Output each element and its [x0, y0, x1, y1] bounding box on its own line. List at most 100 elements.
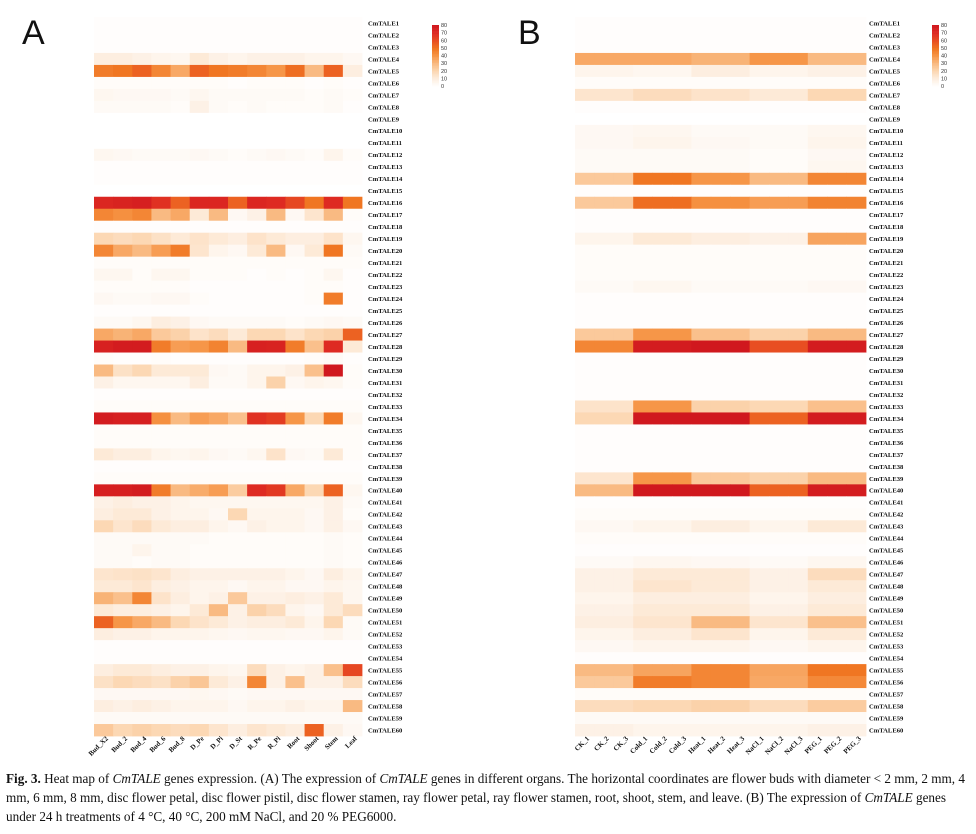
panel-b-heatmap-cell	[594, 484, 615, 497]
panel-b-heatmap-cell	[730, 448, 750, 461]
panel-b-heatmap-cell	[613, 28, 634, 42]
panel-b-heatmap-cell	[652, 556, 673, 569]
panel-b-heatmap-cell	[788, 472, 809, 485]
panel-b-heatmap-cell	[827, 568, 847, 581]
panel-b-heatmap-cell	[594, 304, 615, 317]
panel-a-heatmap-cell	[323, 424, 344, 437]
panel-b-heatmap-cell	[652, 136, 673, 150]
panel-a-heatmap-cell	[170, 712, 191, 725]
panel-a-colorbar-segment	[432, 79, 439, 82]
panel-b-heatmap-cell	[672, 508, 692, 521]
panel-b-heatmap-cell	[633, 508, 653, 521]
panel-b-gene-label: CmTALE1	[869, 20, 900, 27]
panel-b-heatmap-cell	[730, 160, 750, 174]
panel-b-heatmap-cell	[807, 316, 828, 329]
panel-a-heatmap-cell	[228, 388, 248, 401]
panel-b-gene-label: CmTALE2	[869, 32, 901, 39]
panel-b-heatmap-cell	[749, 568, 770, 581]
panel-a-heatmap-cell	[94, 568, 114, 581]
panel-a-heatmap-cell	[342, 568, 363, 581]
panel-b-heatmap-cell	[710, 508, 731, 521]
panel-b-heatmap-cell	[846, 244, 867, 258]
panel-a-heatmap-cell	[113, 52, 133, 66]
panel-a-heatmap-cell	[208, 568, 229, 581]
panel-a-heatmap-cell	[132, 52, 152, 66]
panel-a-heatmap-cell	[132, 304, 152, 317]
panel-a-heatmap-cell	[323, 592, 344, 605]
panel-a-heatmap-cell	[189, 592, 210, 605]
panel-b-heatmap-cell	[769, 196, 789, 210]
panel-a-heatmap-cell	[247, 88, 267, 102]
panel-a-heatmap-cell	[342, 52, 363, 66]
panel-a-heatmap-cell	[189, 76, 210, 90]
panel-b-heatmap-cell	[749, 220, 770, 234]
panel-b-heatmap-cell	[788, 412, 809, 425]
panel-a-heatmap-cell	[285, 220, 305, 234]
panel-b-heatmap-cell	[846, 472, 867, 485]
panel-b-heatmap-cell	[652, 436, 673, 449]
panel-a-heatmap-cell	[342, 628, 363, 641]
panel-a-heatmap-cell	[113, 544, 133, 557]
panel-a-heatmap-cell	[151, 640, 171, 653]
panel-a-column-label: D_St	[228, 734, 245, 751]
panel-b-heatmap-cell	[788, 460, 809, 473]
panel-a-heatmap-cell	[132, 88, 152, 102]
panel-a-gene-label: CmTALE15	[368, 188, 403, 195]
panel-a-gene-label: CmTALE21	[368, 260, 402, 267]
panel-b-heatmap-cell	[788, 76, 809, 90]
panel-a-heatmap-cell	[208, 100, 229, 114]
panel-a-heatmap-cell	[113, 268, 133, 282]
panel-a-heatmap-cell	[170, 496, 191, 509]
panel-b-heatmap-cell	[575, 148, 595, 162]
panel-a-heatmap-cell	[285, 628, 305, 641]
panel-b-heatmap-cell	[672, 304, 692, 317]
panel-a-heatmap-cell	[94, 424, 114, 437]
panel-a-heatmap-cell	[228, 316, 248, 329]
panel-a-heatmap-cell	[342, 544, 363, 557]
panel-a-heatmap-cell	[208, 148, 229, 162]
panel-b-colorbar-segment	[932, 57, 939, 59]
panel-a-heatmap-cell	[170, 112, 191, 126]
caption-figure-number: Fig. 3.	[6, 771, 41, 786]
panel-b-gene-label: CmTALE36	[869, 440, 904, 447]
panel-b-heatmap-cell	[575, 424, 595, 437]
panel-b-heatmap-cell	[749, 640, 770, 653]
panel-a-heatmap-cell	[304, 148, 325, 162]
panel-b-heatmap-cell	[710, 556, 731, 569]
panel-b-heatmap-cell	[846, 400, 867, 413]
panel-b-heatmap-cell	[730, 40, 750, 54]
panel-a-heatmap-cell	[113, 436, 133, 449]
panel-b-colorbar-segment	[932, 31, 939, 33]
panel-b-gene-label: CmTALE27	[869, 332, 904, 339]
panel-a-heatmap-cell	[247, 460, 267, 473]
panel-b-heatmap-cell	[846, 412, 867, 425]
panel-b-heatmap-cell	[691, 664, 712, 677]
panel-a-heatmap-cell	[189, 568, 210, 581]
panel-a-colorbar-segment	[432, 52, 439, 55]
panel-a-heatmap-cell	[132, 604, 152, 617]
panel-b-heatmap-cell	[613, 556, 634, 569]
panel-b-heatmap-cell	[788, 232, 809, 246]
panel-a-heatmap-cell	[170, 160, 191, 174]
panel-a-heatmap-cell	[247, 100, 267, 114]
panel-b-colorbar-segment	[932, 75, 939, 78]
panel-b-heatmap-cell	[672, 124, 692, 138]
panel-a-heatmap-cell	[266, 100, 286, 114]
panel-a-gene-label: CmTALE50	[368, 608, 403, 615]
panel-b-heatmap-cell	[672, 724, 692, 737]
panel-b-heatmap-cell	[749, 712, 770, 725]
panel-b-heatmap-cell	[652, 676, 673, 689]
panel-b-heatmap-cell	[613, 448, 634, 461]
panel-b-heatmap-cell	[613, 700, 634, 713]
panel-b-heatmap-cell	[827, 148, 847, 162]
panel-a-heatmap-cell	[323, 184, 344, 198]
panel-b-heatmap-cell	[846, 616, 867, 629]
panel-a-heatmap-cell	[94, 304, 114, 317]
panel-b-column-label: Heat_2	[706, 734, 727, 755]
panel-a-colorbar-segment	[432, 76, 439, 79]
panel-b-heatmap-cell	[613, 376, 634, 389]
panel-a-heatmap-cell	[323, 88, 344, 102]
panel-b-heatmap-cell	[613, 340, 634, 353]
panel-a-heatmap-cell	[189, 388, 210, 401]
panel-b-heatmap-cell	[807, 376, 828, 389]
